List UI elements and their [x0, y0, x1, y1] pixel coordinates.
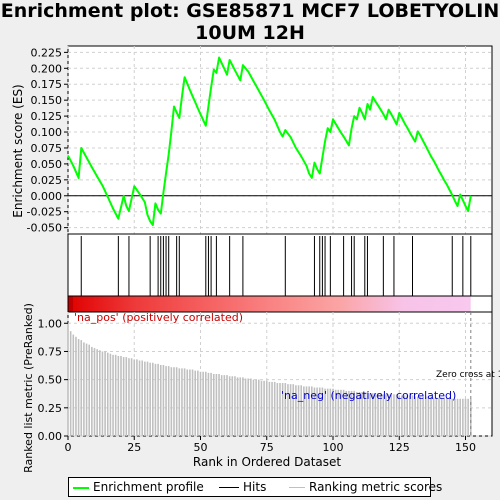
x-axis-label: Rank in Ordered Dataset [193, 455, 341, 469]
hits-panel [67, 233, 493, 297]
legend-entry-ranking-metric-scores: Ranking metric scores [289, 480, 442, 494]
x-axis-ticks: 0 25 50 75 100 125 150 [65, 436, 476, 454]
zero-cross-label: Zero cross at 152 [436, 370, 500, 380]
legend-swatch-gray-line [289, 487, 305, 488]
es-y-tick-label: -0.050 [27, 222, 62, 235]
legend-entry-hits: Hits [219, 480, 266, 494]
legend-label-ranking-metric-scores: Ranking metric scores [309, 480, 443, 494]
x-tick-label: 0 [65, 441, 72, 454]
es-y-tick-label: 0.125 [31, 110, 63, 123]
es-y-tick-label: 0.225 [31, 46, 63, 59]
enrichment-profile-line [67, 56, 472, 227]
enrichment-score-panel: -0.050 -0.025 0.000 0.025 0.050 0.075 0.100 0.1… [11, 45, 493, 235]
es-y-axis-label: Enrichment score (ES) [11, 84, 25, 217]
x-tick-label: 75 [260, 441, 274, 454]
es-y-tick-label: 0.175 [31, 78, 63, 91]
hits-panel-background [67, 233, 493, 297]
metric-y-tick-label: 1.00 [38, 317, 63, 330]
title-line-1: Enrichment plot: GSE85871 MCF7 LOBETYOLI… [0, 0, 500, 22]
na-neg-label: 'na_neg' (negatively correlated) [281, 389, 456, 402]
es-y-tick-label: 0.025 [31, 174, 63, 187]
metric-y-tick-label: 0.00 [38, 430, 63, 443]
rank-band-empty [470, 296, 492, 312]
rank-band-top-marker [68, 296, 73, 312]
rank-color-band [67, 295, 493, 313]
x-tick-label: 125 [389, 441, 410, 454]
metric-y-tick-label: 0.75 [38, 345, 63, 358]
chart-title: Enrichment plot: GSE85871 MCF7 LOBETYOLI… [0, 0, 500, 44]
hit-markers [80, 236, 472, 296]
legend-swatch-green-line [73, 486, 89, 489]
x-tick-label: 100 [323, 441, 344, 454]
x-tick-label: 150 [455, 441, 476, 454]
es-y-tick-label: -0.025 [27, 206, 62, 219]
metric-y-tick-label: 0.25 [38, 402, 63, 415]
ranked-metric-panel: 'na_pos' (positively correlated) 'na_neg… [22, 303, 500, 473]
rank-band-colored [68, 296, 471, 312]
legend-label-enrichment-profile: Enrichment profile [93, 480, 204, 494]
es-y-tick-label: 0.000 [31, 190, 63, 203]
metric-y-axis-label: Ranked list metric (PreRanked) [22, 303, 35, 473]
legend: Enrichment profile Hits Ranking metric s… [68, 477, 442, 497]
es-y-tick-label: 0.100 [31, 126, 63, 139]
es-y-tick-label: 0.075 [31, 142, 63, 155]
metric-y-axis-ticks: 0.00 0.25 0.50 0.75 1.00 [38, 317, 68, 443]
metric-y-tick-label: 0.50 [38, 374, 63, 387]
legend-swatch-black-line [219, 487, 239, 488]
x-tick-label: 50 [194, 441, 208, 454]
es-y-axis-ticks: -0.050 -0.025 0.000 0.025 0.050 0.075 0.100 0.1… [27, 46, 68, 235]
legend-label-hits: Hits [243, 480, 267, 494]
na-pos-label: 'na_pos' (positively correlated) [74, 311, 243, 324]
x-tick-label: 25 [127, 441, 141, 454]
legend-entry-enrichment-profile: Enrichment profile [73, 480, 204, 494]
es-panel-background [67, 45, 493, 235]
es-y-tick-label: 0.050 [31, 158, 63, 171]
es-y-tick-label: 0.200 [31, 62, 63, 75]
es-y-tick-label: 0.150 [31, 94, 63, 107]
title-line-2: 10UM 12H [195, 22, 305, 44]
ranking-metric-bars [67, 323, 472, 436]
